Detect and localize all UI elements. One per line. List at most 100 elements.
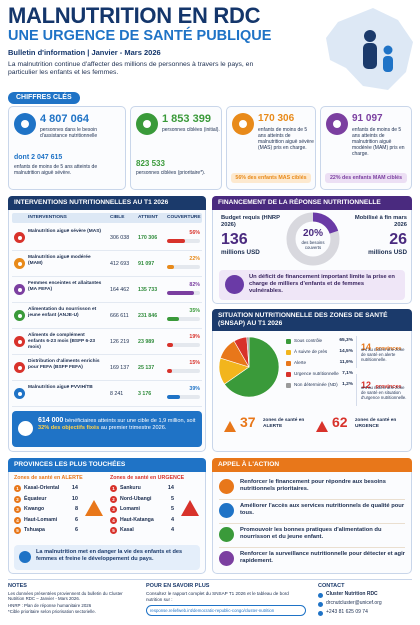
map-decoration	[326, 8, 413, 90]
province-count: 14	[167, 485, 174, 491]
key-figure-icon-inner	[239, 120, 247, 128]
notes-line: *Cible prioritaire selon priorisation se…	[8, 609, 96, 614]
table-row: Aliments de complément enfants 6-23 mois…	[12, 330, 202, 355]
province-name: Nord-Ubangi	[120, 495, 152, 502]
coverage-bar	[167, 239, 186, 243]
callout-text: ont au moins une zone de santé en situat…	[361, 385, 407, 401]
section-title: CHIFFRES CLÉS	[8, 92, 80, 105]
action-item: Promouvoir les bonnes pratiques d'alimen…	[240, 527, 382, 540]
target-cell: 164 462	[110, 287, 130, 293]
legend-value: 7,1%	[342, 371, 353, 376]
coverage-bar	[167, 265, 175, 269]
callout-divider	[356, 374, 357, 406]
coverage-label: 22%	[189, 256, 200, 262]
action-divider	[219, 499, 405, 500]
reached-cell: 135 733	[138, 287, 158, 293]
donut-chart	[286, 212, 340, 266]
title: MALNUTRITION EN RDC	[8, 3, 261, 28]
key-figure-detail: personnes ciblées (prioritaire*).	[136, 170, 206, 176]
legend-value: 65,3%	[339, 338, 353, 343]
contact-title: CONTACT	[318, 583, 345, 589]
child-head	[383, 45, 393, 55]
callout-head: 12 provinces	[361, 374, 409, 393]
legend-swatch	[286, 361, 291, 366]
key-figure-value: 91 097	[352, 113, 383, 124]
provinces-note: La malnutrition met en danger la vie des…	[14, 545, 200, 570]
action-icon	[219, 503, 234, 518]
intervention-name: Femmes enceintes et allaitantes (MA FEFA…	[28, 281, 102, 292]
rank-badge: 4	[14, 516, 21, 524]
legend-label: Urgence nutritionnelle	[294, 371, 339, 376]
reached-cell: 3 176	[138, 391, 152, 397]
key-figure-value: 1 853 399	[162, 113, 211, 125]
reached-cell: 231 846	[138, 313, 158, 319]
intervention-name: Aliments de complément enfants 6-23 mois…	[28, 333, 96, 350]
more-text: Consultez le rapport complet du SNSAP T1…	[146, 591, 289, 602]
target-cell: 306 038	[110, 235, 130, 241]
rank-badge: 3	[110, 506, 117, 513]
pie-slice	[223, 336, 280, 398]
footer-divider	[8, 579, 412, 580]
group-title: Zones de santé en URGENCE	[110, 475, 185, 481]
key-figure-label: enfants de moins de 5 ans atteints de ma…	[352, 127, 405, 157]
summary-part: bénéficiaires atteints sur une cible de …	[63, 418, 196, 424]
callout-value: 12	[361, 380, 372, 390]
target-cell: 412 693	[110, 261, 130, 267]
donut-center-value: 20%	[302, 228, 323, 239]
contact-icon	[318, 592, 323, 598]
row-icon-inner	[17, 235, 22, 240]
count-value: 37	[240, 414, 256, 430]
coverage-label: 39%	[189, 386, 200, 392]
warning-icon	[85, 500, 103, 516]
more-link[interactable]: response.reliefweb.int/democratic-republ…	[146, 605, 306, 617]
contact-line: Cluster Nutrition RDC	[326, 591, 378, 597]
summary: 614 000 bénéficiaires atteints sur une c…	[12, 411, 202, 447]
table-header-row: INTERVENTIONS CIBLE ATTEINT COUVERTURE	[12, 213, 202, 223]
contact-line: drcnutcluster@unicef.org	[326, 600, 382, 606]
province-name: Sankuru	[120, 485, 141, 491]
parent-body	[363, 43, 377, 69]
reached-cell: 25 137	[138, 365, 155, 371]
province-name: Lomami	[120, 506, 140, 512]
province-name: Équateur	[24, 495, 47, 502]
count-value: 62	[332, 414, 348, 430]
warning-icon	[224, 421, 236, 432]
province-name: Kasaï	[120, 527, 134, 533]
province-count: 5	[170, 495, 174, 502]
action-panel: APPEL À L'ACTION Renforcer le financement…	[212, 458, 412, 574]
more-title: POUR EN SAVOIR PLUS	[146, 583, 210, 589]
legend-value: 14,5%	[339, 349, 353, 354]
provinces-panel: PROVINCES LES PLUS TOUCHÉES Zones de sant…	[8, 458, 206, 574]
summary-part: au premier trimestre 2026.	[99, 425, 167, 432]
callout-text: ont au moins une zone de santé en alerte…	[361, 347, 405, 363]
target-cell: 666 611	[110, 313, 129, 319]
province-name: Tshuapa	[24, 527, 45, 533]
warning-triangle	[224, 421, 236, 432]
bulletin: Bulletin d'information | Janvier - Mars …	[8, 48, 161, 57]
legend-value: 11,9%	[339, 360, 353, 365]
legend-label: Non déterminée (ND)	[294, 382, 338, 387]
count-text: zones de santé en ALERTE	[263, 418, 305, 429]
province-name: Haut-Katanga	[120, 516, 154, 523]
callout-unit: provinces	[375, 346, 402, 352]
panel-title: APPEL À L'ACTION	[212, 458, 412, 472]
note-icon	[19, 551, 31, 563]
key-figure-card: 4 807 064 personnes dans le besoin d'assi…	[8, 106, 126, 190]
action-icon	[219, 479, 234, 494]
rank-badge: 5	[14, 527, 21, 534]
table-row: Femmes enceintes et allaitantes (MA FEFA…	[12, 278, 202, 303]
dollar-icon	[225, 275, 244, 294]
key-figure-icon-inner	[143, 120, 151, 128]
pie-slice	[246, 336, 250, 368]
coverage-label: 19%	[189, 334, 200, 340]
table-header-cell: ATTEINT	[138, 215, 158, 220]
required-value: 136	[221, 231, 248, 248]
intervention-name: Distribution d'aliments enrichis pour FE…	[28, 359, 100, 370]
province-count: 4	[170, 527, 174, 533]
notes-title: NOTES	[8, 583, 27, 589]
warning-triangle	[181, 500, 199, 516]
coverage-track	[167, 369, 200, 373]
coverage-label: 15%	[189, 360, 200, 366]
count-text: zones de santé en URGENCE	[355, 418, 397, 429]
coverage-track	[167, 395, 200, 399]
